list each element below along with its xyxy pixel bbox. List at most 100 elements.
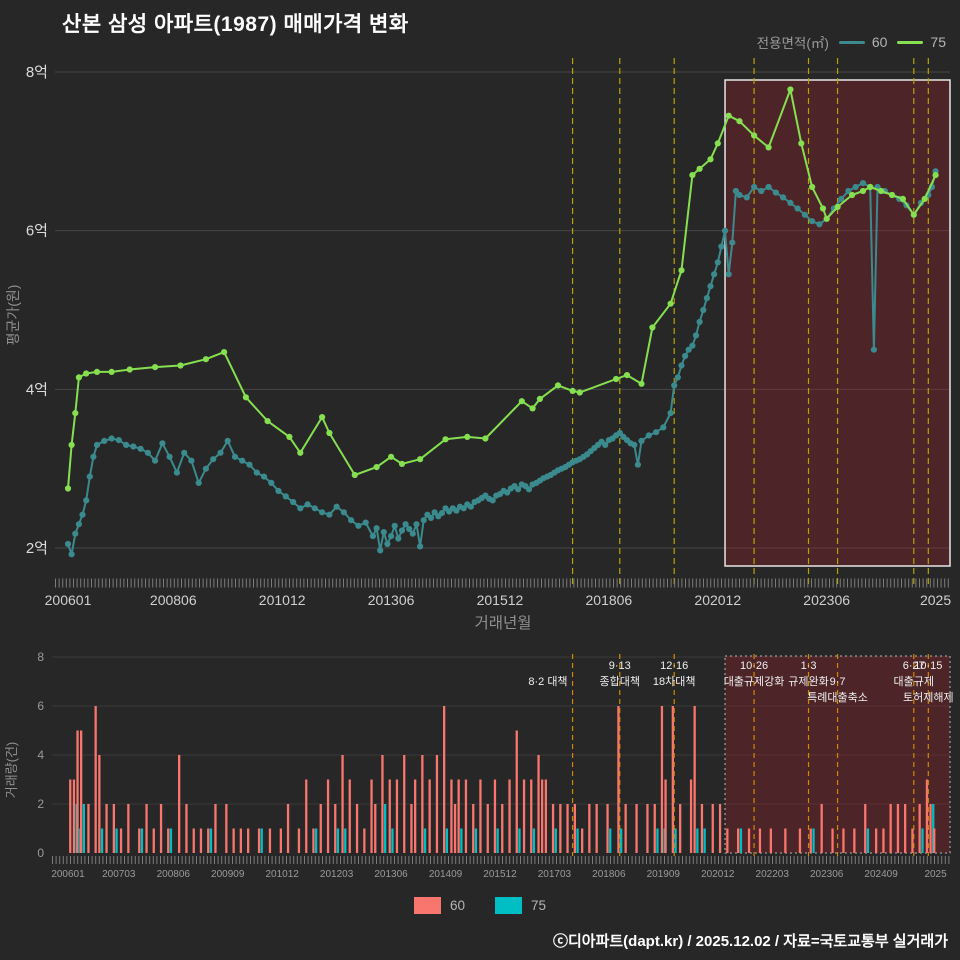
price-point-60 xyxy=(101,437,108,444)
price-point-60 xyxy=(188,457,195,464)
volume-bar-60 xyxy=(312,828,315,853)
volume-x-tick-label: 201409 xyxy=(429,869,463,880)
price-point-60 xyxy=(732,187,740,195)
volume-bar-75 xyxy=(866,828,870,853)
volume-bar-60 xyxy=(410,804,413,853)
volume-bar-75 xyxy=(696,828,699,853)
event-label: 1·3 xyxy=(801,660,817,672)
volume-bar-60 xyxy=(450,779,453,853)
volume-bar-60 xyxy=(388,779,391,853)
price-point-60 xyxy=(467,503,474,510)
volume-60-label: 60 xyxy=(449,898,465,913)
price-point-60 xyxy=(79,511,86,518)
price-point-60 xyxy=(729,239,736,246)
volume-bar-60 xyxy=(842,828,845,853)
price-point-75 xyxy=(242,394,249,401)
price-point-60 xyxy=(340,509,347,516)
price-point-60 xyxy=(711,271,718,278)
volume-bar-60 xyxy=(617,706,620,853)
price-point-60 xyxy=(616,429,623,437)
price-point-75 xyxy=(859,187,867,195)
price-point-60 xyxy=(152,457,159,464)
volume-bar-60 xyxy=(559,804,562,853)
price-point-60 xyxy=(809,218,816,225)
volume-bar-60 xyxy=(87,804,90,853)
price-point-60 xyxy=(355,522,362,529)
volume-bar-60 xyxy=(207,828,210,853)
price-point-60 xyxy=(90,453,97,460)
volume-bar-60 xyxy=(758,828,762,853)
volume-x-tick-label: 201012 xyxy=(265,869,299,880)
volume-bar-60 xyxy=(297,828,301,853)
event-label: 대출규제강화 xyxy=(724,675,785,688)
price-point-60 xyxy=(460,505,467,512)
volume-bar-60 xyxy=(192,828,195,853)
volume-bar-75 xyxy=(812,828,815,853)
volume-bar-60 xyxy=(501,804,504,853)
price-point-60 xyxy=(692,332,700,339)
price-point-60 xyxy=(667,410,674,417)
volume-x-tick-label: 200806 xyxy=(157,869,191,880)
price-y-tick-label: 4억 xyxy=(26,381,48,398)
area-legend-label: 전용면적(㎡) xyxy=(756,36,829,51)
volume-bar-60 xyxy=(152,828,155,853)
price-point-75 xyxy=(899,195,907,202)
event-label: 10·15 xyxy=(914,660,942,672)
volume-bar-60 xyxy=(820,804,823,853)
volume-bar-60 xyxy=(737,828,740,853)
volume-bar-60 xyxy=(486,804,489,853)
price-point-75 xyxy=(286,433,293,440)
price-point-75 xyxy=(921,195,928,202)
legend-series-75[interactable]: 75 xyxy=(897,34,946,50)
price-point-60 xyxy=(333,503,340,510)
price-point-75 xyxy=(297,449,304,456)
price-point-60 xyxy=(195,479,202,486)
price-point-60 xyxy=(380,529,387,536)
volume-bar-60 xyxy=(508,779,511,853)
price-point-60 xyxy=(144,449,151,456)
price-point-60 xyxy=(72,530,79,537)
price-point-60 xyxy=(721,227,729,234)
price-point-75 xyxy=(798,140,805,147)
volume-bar-60 xyxy=(515,730,518,853)
price-point-60 xyxy=(224,437,231,444)
volume-bar-60 xyxy=(530,779,533,853)
volume-bar-60 xyxy=(326,779,330,853)
volume-legend-60[interactable]: 60 xyxy=(413,897,465,914)
volume-bar-60 xyxy=(239,828,242,853)
price-point-60 xyxy=(260,473,268,480)
price-point-75 xyxy=(202,356,209,363)
price-point-60 xyxy=(377,547,384,554)
series-75-line-swatch xyxy=(897,40,924,44)
volume-y-axis-title: 거래량(건) xyxy=(4,742,19,799)
volume-bar-75 xyxy=(140,828,144,853)
volume-y-tick-label: 2 xyxy=(37,797,44,811)
volume-bar-60 xyxy=(853,828,856,853)
volume-bar-60 xyxy=(595,804,598,853)
price-point-75 xyxy=(68,441,75,448)
volume-legend-75[interactable]: 75 xyxy=(495,897,546,914)
volume-bar-60 xyxy=(711,804,714,853)
volume-legend: 60 75 xyxy=(0,897,960,914)
price-point-75 xyxy=(319,414,326,421)
price-point-60 xyxy=(319,509,326,516)
price-point-60 xyxy=(703,295,711,302)
legend-series-60[interactable]: 60 xyxy=(838,34,887,50)
price-y-tick-label: 2억 xyxy=(26,540,48,557)
volume-bar-60 xyxy=(784,828,787,853)
volume-bar-60 xyxy=(693,706,696,853)
price-point-60 xyxy=(427,514,435,522)
price-point-75 xyxy=(442,436,449,443)
volume-bar-60 xyxy=(831,828,834,853)
price-point-75 xyxy=(696,165,703,172)
volume-bar-60 xyxy=(581,828,584,853)
price-point-60 xyxy=(362,519,369,526)
price-point-60 xyxy=(787,199,794,206)
volume-bar-60 xyxy=(178,755,181,853)
series-60-line-swatch xyxy=(838,40,865,44)
event-label: 6·27 xyxy=(903,660,925,672)
volume-bar-75 xyxy=(474,828,478,853)
price-point-60 xyxy=(86,473,93,480)
